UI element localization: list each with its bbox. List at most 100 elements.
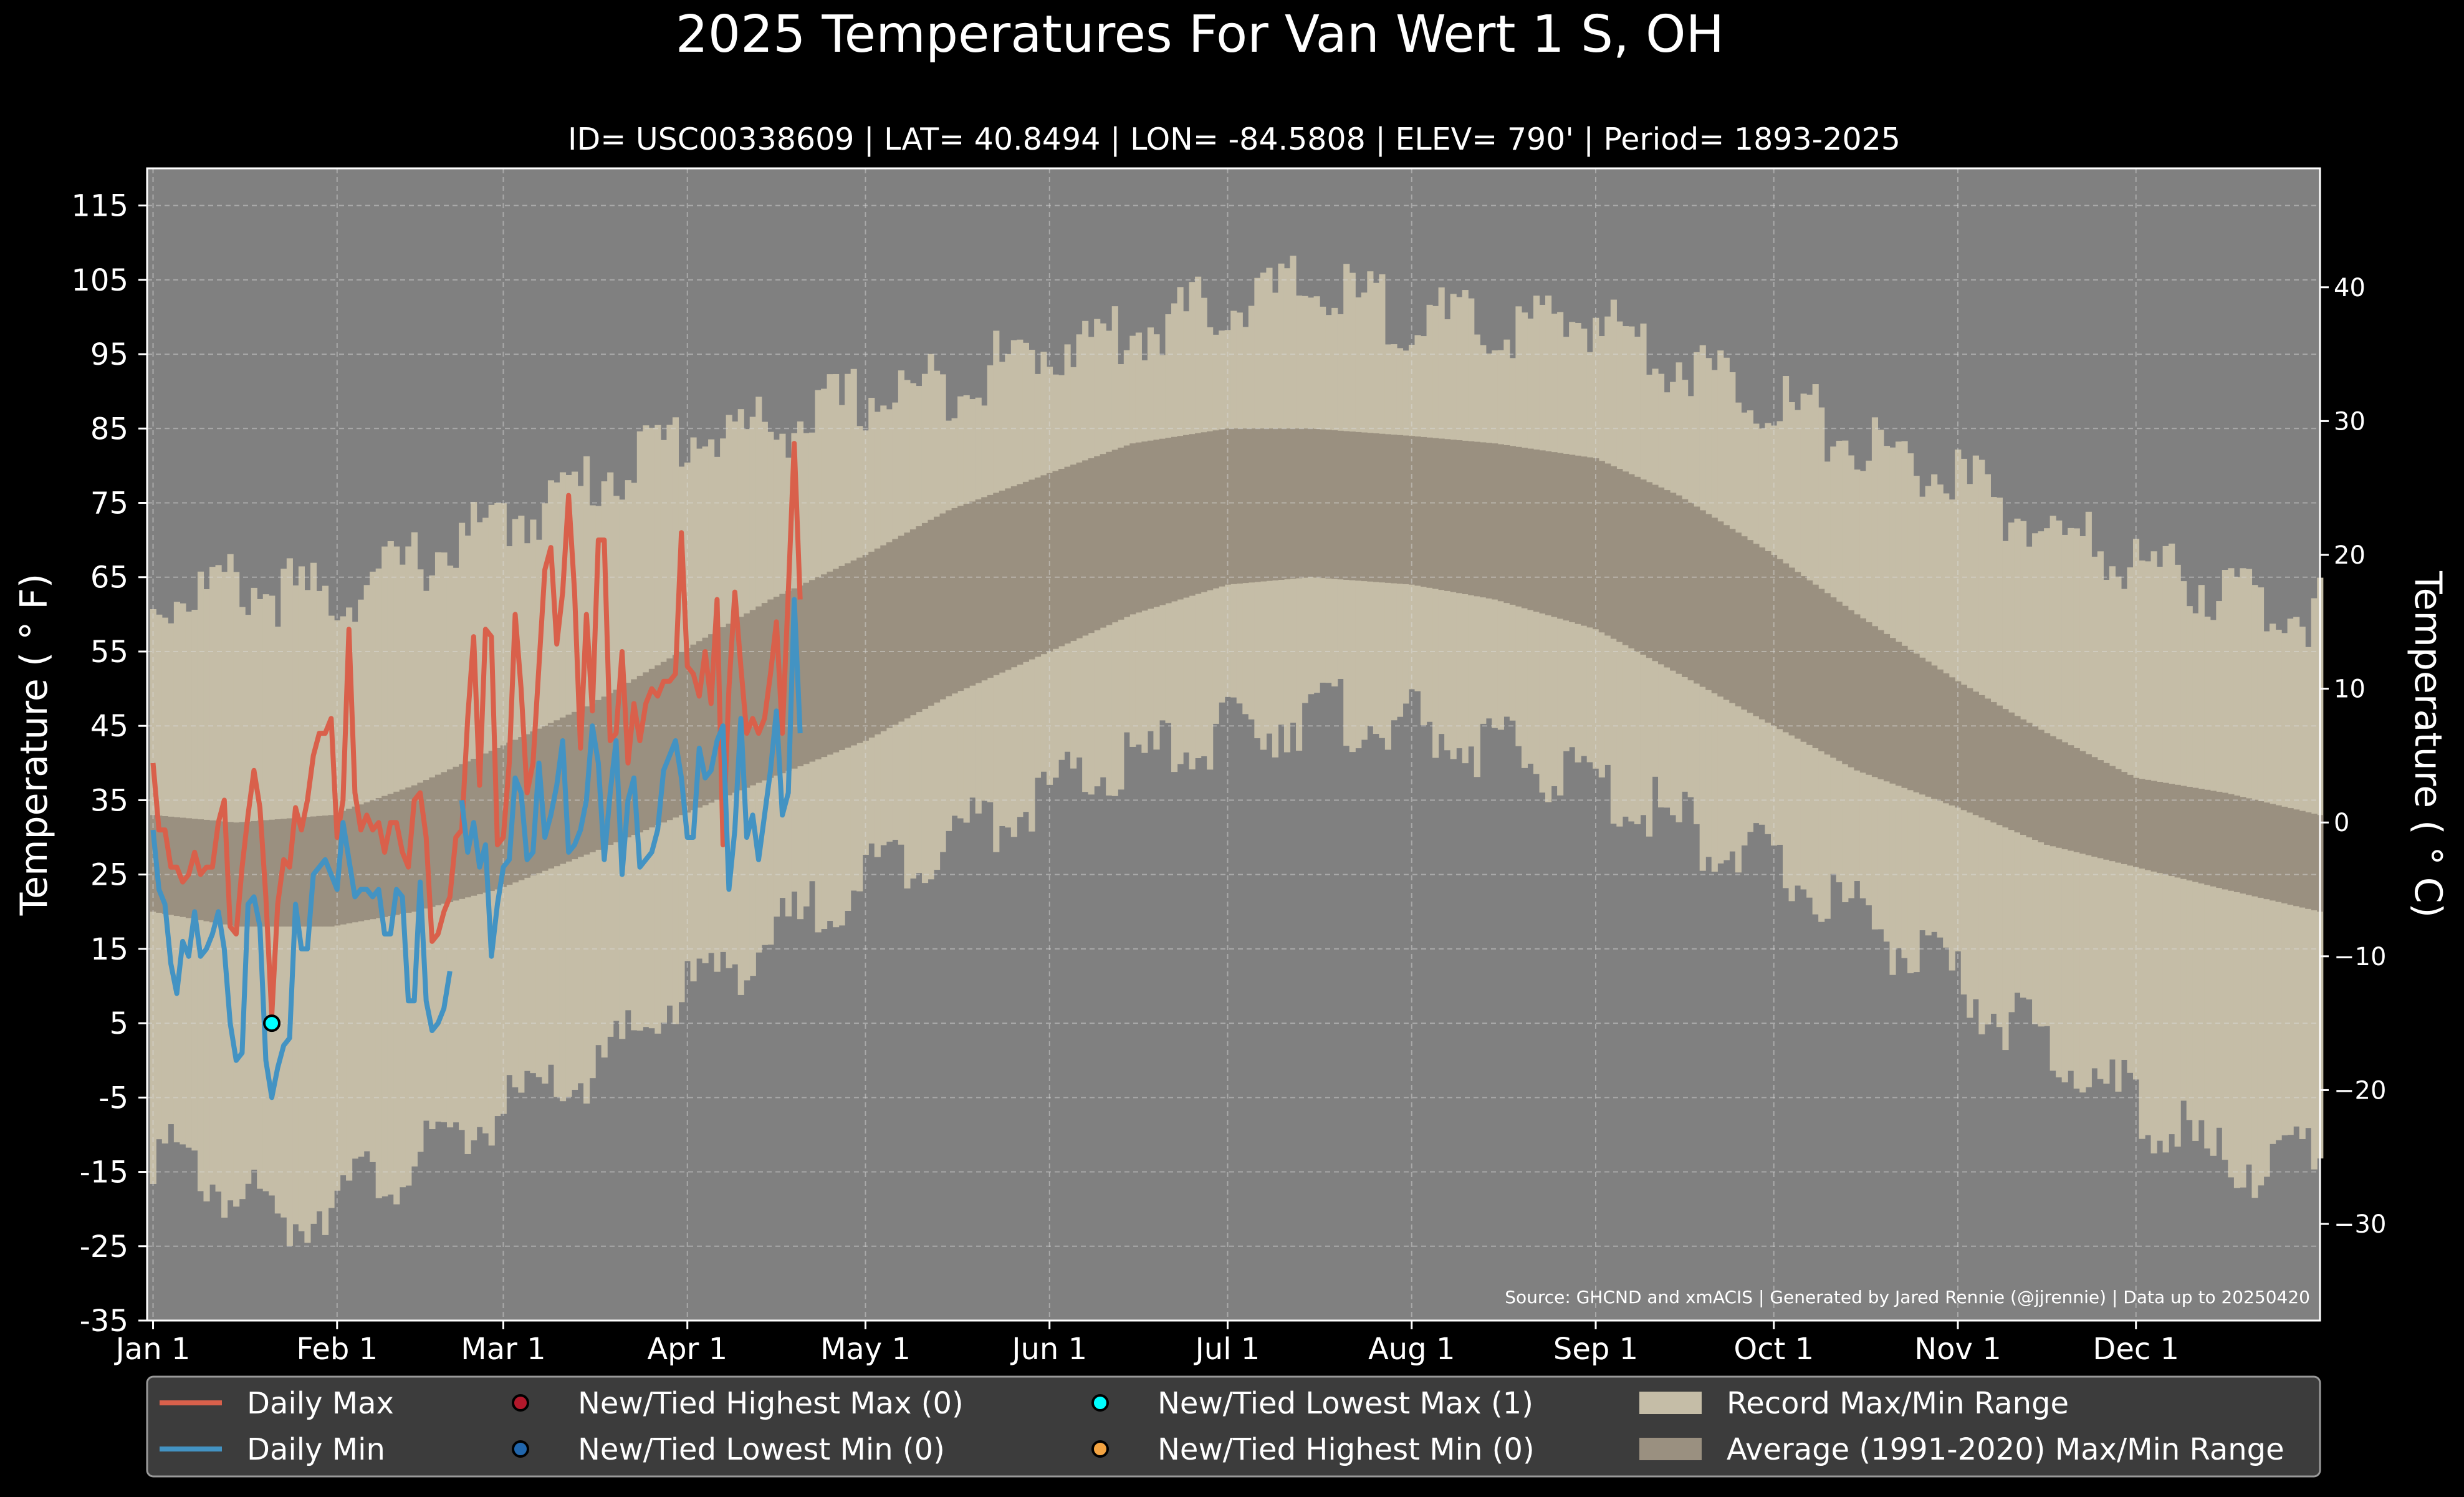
- average-range-bar: [1248, 428, 1255, 583]
- average-range-bar: [488, 751, 495, 892]
- average-range-bar: [2174, 784, 2181, 878]
- average-range-bar: [1949, 677, 1955, 806]
- average-range-bar: [951, 508, 958, 694]
- legend-label: New/Tied Highest Min (0): [1158, 1432, 1535, 1467]
- average-range-bar: [156, 816, 163, 913]
- average-range-bar: [375, 798, 382, 918]
- average-range-bar: [1640, 479, 1647, 655]
- average-range-bar: [2204, 789, 2211, 885]
- average-range-bar: [1106, 451, 1113, 625]
- average-range-bar: [286, 818, 293, 927]
- average-range-bar: [1177, 436, 1184, 600]
- average-range-bar: [1384, 434, 1392, 583]
- x-tick-label: Sep 1: [1553, 1332, 1638, 1367]
- average-range-bar: [2115, 769, 2122, 863]
- average-range-bar: [1675, 495, 1682, 674]
- y2-tick-label: 0: [2334, 809, 2349, 837]
- daily-min-lines: [150, 597, 803, 1100]
- average-range-bar: [542, 726, 549, 871]
- average-range-bar: [2311, 814, 2318, 911]
- average-range-bar: [1593, 458, 1599, 630]
- average-range-bar: [1153, 440, 1160, 607]
- x-tick-label: Dec 1: [2092, 1332, 2179, 1367]
- average-range-bar: [1219, 429, 1225, 587]
- average-range-bar: [316, 816, 323, 927]
- average-range-bar: [1682, 499, 1689, 677]
- average-range-bar: [833, 569, 840, 753]
- average-range-bar: [1610, 466, 1617, 639]
- average-range-bar: [1414, 436, 1421, 586]
- average-range-bar: [1925, 662, 1932, 797]
- average-range-bar: [1337, 430, 1344, 580]
- average-range-bar: [292, 817, 299, 927]
- average-range-bar: [1871, 626, 1879, 777]
- average-range-bar: [2228, 794, 2235, 891]
- average-range-bar: [2061, 742, 2068, 850]
- x-tick-label: Apr 1: [647, 1332, 727, 1367]
- average-range-bar: [1474, 441, 1480, 597]
- average-range-bar: [1028, 479, 1035, 660]
- average-range-bar: [1017, 484, 1023, 665]
- average-range-bar: [916, 526, 923, 713]
- average-range-bar: [1118, 447, 1124, 620]
- average-range-bar: [2073, 748, 2080, 852]
- average-range-bar: [1907, 650, 1914, 791]
- average-range-bar: [1349, 431, 1356, 580]
- average-range-bar: [274, 819, 281, 927]
- average-range-bar: [1515, 446, 1522, 607]
- record-markers: [263, 1014, 281, 1032]
- average-range-bar: [1990, 702, 1997, 823]
- average-range-bar: [1972, 691, 1979, 816]
- average-range-bar: [1877, 630, 1884, 779]
- average-range-bar: [1545, 451, 1552, 615]
- average-range-bar: [2068, 745, 2074, 851]
- y-axis-left: -35 -25 -15 -5 5 15 25 35 45 55 65 75 85 95 105 115: [71, 189, 147, 1339]
- average-range-bar: [1806, 580, 1813, 745]
- average-range-bar: [1462, 440, 1469, 594]
- average-range-bar: [2210, 791, 2217, 887]
- average-range-bar: [1373, 433, 1379, 582]
- average-range-bar: [577, 709, 584, 857]
- average-range-bar: [2257, 801, 2265, 898]
- average-range-bar: [2233, 795, 2241, 892]
- average-range-bar: [1242, 428, 1249, 584]
- average-range-bar: [381, 796, 388, 917]
- average-range-bar: [1723, 525, 1730, 700]
- average-range-bar: [969, 501, 976, 686]
- average-range-bar: [732, 620, 739, 793]
- average-range-bar: [1355, 431, 1362, 581]
- average-range-bar: [1895, 642, 1902, 786]
- average-range-bar: [993, 493, 1000, 675]
- average-range-bar: [1129, 443, 1136, 615]
- average-range-bar: [1010, 486, 1017, 668]
- average-range-bar: [2002, 709, 2009, 828]
- average-range-bar: [180, 817, 186, 917]
- average-range-bar: [2281, 806, 2288, 903]
- average-range-bar: [1943, 673, 1950, 804]
- average-range-bar: [2056, 739, 2063, 848]
- average-range-bar: [1747, 540, 1754, 713]
- average-range-bar: [2198, 789, 2205, 883]
- average-range-bar: [2049, 736, 2056, 847]
- average-range-bar: [1575, 455, 1581, 624]
- average-range-bar: [476, 756, 483, 895]
- average-range-bar: [1705, 514, 1712, 690]
- average-range-bar: [358, 804, 365, 922]
- average-range-bar: [1183, 435, 1190, 598]
- y2-tick-label: −10: [2334, 943, 2386, 971]
- x-tick-label: Mar 1: [461, 1332, 545, 1367]
- average-range-bar: [589, 703, 596, 852]
- average-range-bar: [1996, 705, 2003, 826]
- average-range-bar: [1325, 430, 1332, 579]
- average-range-bar: [269, 819, 276, 927]
- average-range-bar: [1313, 428, 1320, 578]
- average-range-bar: [1913, 653, 1920, 792]
- average-range-bar: [1022, 481, 1030, 662]
- average-range-bar: [2103, 763, 2110, 860]
- average-range-bar: [957, 506, 964, 691]
- average-range-bar: [1521, 448, 1528, 609]
- y-tick-label: 35: [90, 783, 128, 818]
- average-range-bar: [1848, 610, 1854, 768]
- lowest-max-marker: [263, 1014, 281, 1032]
